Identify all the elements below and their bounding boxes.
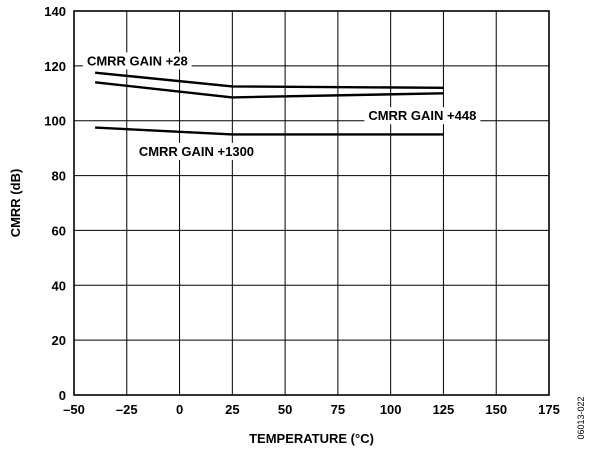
figure-id: 06013-022 — [576, 396, 586, 439]
x-tick-label: –50 — [63, 402, 85, 417]
y-tick-label: 120 — [44, 59, 66, 74]
x-tick-label: 125 — [433, 402, 455, 417]
series-label-background — [134, 142, 259, 160]
y-tick-label: 20 — [52, 333, 66, 348]
series-line — [95, 126, 444, 136]
series-label-background — [82, 52, 192, 70]
series-label: CMRR GAIN +448 — [364, 107, 481, 125]
x-tick-label: 150 — [485, 402, 507, 417]
y-tick-labels: 0 20 40 60 80 100 120 140 — [44, 4, 66, 403]
y-axis-title: CMRR (dB) — [8, 169, 23, 238]
series-line — [94, 71, 444, 89]
y-tick-label: 60 — [52, 223, 66, 238]
series-label-background — [364, 107, 481, 125]
x-tick-label: 175 — [538, 402, 560, 417]
x-axis-title: TEMPERATURE (°C) — [249, 431, 374, 446]
x-tick-labels: –50 –25 0 25 50 75 100 125 150 175 — [63, 402, 560, 417]
y-tick-label: 100 — [44, 114, 66, 129]
x-tick-label: 0 — [176, 402, 183, 417]
x-tick-label: 75 — [331, 402, 345, 417]
x-tick-label: –25 — [116, 402, 138, 417]
x-tick-label: 25 — [225, 402, 239, 417]
y-tick-label: 40 — [52, 278, 66, 293]
plot-frame — [73, 10, 550, 396]
series-annotations: CMRR GAIN +28 CMRR GAIN +448 CMRR GAIN +13… — [82, 52, 481, 160]
x-tick-label: 50 — [278, 402, 292, 417]
y-tick-label: 80 — [52, 169, 66, 184]
y-tick-label: 140 — [44, 4, 66, 19]
series-label: CMRR GAIN +1300 — [134, 142, 259, 160]
series-label: CMRR GAIN +28 — [82, 52, 192, 70]
series-line — [94, 81, 444, 99]
series-label-text: CMRR GAIN +448 — [368, 108, 476, 123]
series-lines — [94, 71, 444, 136]
y-tick-label: 0 — [59, 388, 66, 403]
x-tick-label: 100 — [380, 402, 402, 417]
series-label-text: CMRR GAIN +28 — [87, 53, 188, 68]
series-label-text: CMRR GAIN +1300 — [139, 144, 254, 159]
